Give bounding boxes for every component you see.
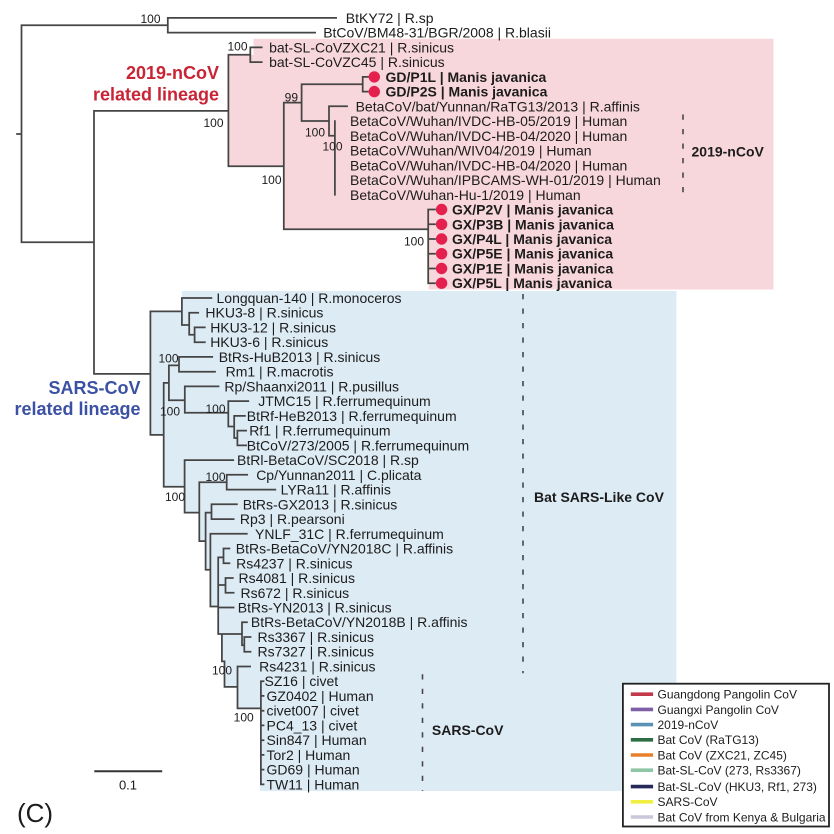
svg-text:BetaCoV/Wuhan/IPBCAMS-WH-01/20: BetaCoV/Wuhan/IPBCAMS-WH-01/2019 | Human [350, 172, 661, 188]
svg-text:BtCoV/BM48-31/BGR/2008 | R.bla: BtCoV/BM48-31/BGR/2008 | R.blasii [323, 25, 551, 41]
svg-text:100: 100 [234, 711, 254, 725]
svg-text:bat-SL-CoVZXC21 | R.sinicus: bat-SL-CoVZXC21 | R.sinicus [269, 39, 454, 55]
svg-text:BtKY72 | R.sp: BtKY72 | R.sp [346, 10, 434, 26]
svg-text:Longquan-140 | R.monoceros: Longquan-140 | R.monoceros [217, 290, 402, 306]
svg-text:BtCoV/273/2005 | R.ferrumequin: BtCoV/273/2005 | R.ferrumequinum [247, 437, 469, 453]
svg-text:2019-nCoV: 2019-nCoV [658, 718, 719, 732]
svg-text:Rs672 | R.sinicus: Rs672 | R.sinicus [241, 585, 350, 601]
svg-text:BtRs-YN2013 | R.sinicus: BtRs-YN2013 | R.sinicus [238, 600, 392, 616]
svg-text:PC4_13 | civet: PC4_13 | civet [267, 717, 358, 733]
svg-text:100: 100 [160, 405, 180, 419]
svg-text:related lineage: related lineage [14, 399, 140, 419]
svg-text:civet007 | civet: civet007 | civet [267, 703, 359, 719]
svg-text:related lineage: related lineage [93, 85, 219, 105]
svg-text:Rm1 | R.macrotis: Rm1 | R.macrotis [226, 364, 334, 380]
svg-text:100: 100 [205, 402, 225, 416]
svg-text:100: 100 [322, 140, 342, 154]
svg-text:Guangdong Pangolin CoV: Guangdong Pangolin CoV [658, 688, 797, 702]
svg-text:99: 99 [285, 91, 299, 105]
svg-text:Rp/Shaanxi2011 | R.pusillus: Rp/Shaanxi2011 | R.pusillus [224, 378, 399, 394]
svg-text:100: 100 [305, 126, 325, 140]
svg-text:100: 100 [205, 470, 225, 484]
svg-text:100: 100 [158, 352, 178, 366]
svg-text:Bat CoV (ZXC21, ZC45): Bat CoV (ZXC21, ZC45) [658, 748, 787, 762]
svg-text:Bat CoV from Kenya & Bulgaria: Bat CoV from Kenya & Bulgaria [658, 810, 826, 824]
svg-text:YNLF_31C | R.ferrumequinum: YNLF_31C | R.ferrumequinum [255, 526, 444, 542]
svg-text:BetaCoV/Wuhan/IVDC-HB-04/2020: BetaCoV/Wuhan/IVDC-HB-04/2020 | Human [350, 128, 627, 144]
svg-text:BtRs-HuB2013 | R.sinicus: BtRs-HuB2013 | R.sinicus [219, 349, 381, 365]
svg-text:GZ0402 | Human: GZ0402 | Human [267, 688, 374, 704]
svg-text:GX/P4L | Manis javanica: GX/P4L | Manis javanica [452, 231, 612, 247]
svg-text:SZ16 | civet: SZ16 | civet [265, 673, 339, 689]
svg-text:Rs4231 | R.sinicus: Rs4231 | R.sinicus [259, 659, 375, 675]
svg-text:Bat CoV (RaTG13): Bat CoV (RaTG13) [658, 733, 759, 747]
svg-text:Bat-SL-CoV (HKU3, Rf1, 273): Bat-SL-CoV (HKU3, Rf1, 273) [658, 780, 817, 794]
svg-text:Rf1 | R.ferrumequinum: Rf1 | R.ferrumequinum [249, 423, 390, 439]
svg-text:BetaCoV/Wuhan/IVDC-HB-05/2019: BetaCoV/Wuhan/IVDC-HB-05/2019 | Human [350, 113, 627, 129]
svg-text:TW11 | Human: TW11 | Human [267, 776, 360, 792]
svg-text:GX/P2V | Manis javanica: GX/P2V | Manis javanica [452, 202, 613, 218]
svg-text:Tor2 | Human: Tor2 | Human [267, 747, 351, 763]
svg-text:100: 100 [261, 173, 281, 187]
svg-text:GX/P3B | Manis javanica: GX/P3B | Manis javanica [452, 216, 614, 232]
svg-text:GD69 | Human: GD69 | Human [267, 762, 360, 778]
svg-text:100: 100 [203, 116, 223, 130]
svg-text:JTMC15 | R.ferrumequinum: JTMC15 | R.ferrumequinum [258, 393, 430, 409]
svg-text:100: 100 [165, 490, 185, 504]
svg-text:bat-SL-CoVZC45 | R.sinicus: bat-SL-CoVZC45 | R.sinicus [269, 54, 445, 70]
svg-text:100: 100 [227, 40, 247, 54]
svg-text:100: 100 [404, 235, 424, 249]
svg-text:BetaCoV/Wuhan/IVDC-HB-04/2020: BetaCoV/Wuhan/IVDC-HB-04/2020 | Human [350, 157, 627, 173]
svg-text:BtRs-BetaCoV/YN2018B | R.affin: BtRs-BetaCoV/YN2018B | R.affinis [251, 614, 468, 630]
svg-text:Cp/Yunnan2011 | C.plicata: Cp/Yunnan2011 | C.plicata [256, 467, 421, 483]
svg-text:HKU3-8 | R.sinicus: HKU3-8 | R.sinicus [205, 305, 323, 321]
svg-text:100: 100 [212, 664, 232, 678]
svg-text:SARS-CoV: SARS-CoV [658, 795, 718, 809]
svg-text:Rs3367 | R.sinicus: Rs3367 | R.sinicus [258, 629, 374, 645]
svg-text:Bat-SL-CoV (273, Rs3367): Bat-SL-CoV (273, Rs3367) [658, 764, 801, 778]
svg-text:(C): (C) [17, 798, 53, 828]
svg-text:BetaCoV/bat/Yunnan/RaTG13/2013: BetaCoV/bat/Yunnan/RaTG13/2013 | R.affin… [356, 98, 640, 114]
svg-text:Rs4237 | R.sinicus: Rs4237 | R.sinicus [236, 555, 352, 571]
svg-text:SARS-CoV: SARS-CoV [432, 722, 504, 738]
svg-text:HKU3-12 | R.sinicus: HKU3-12 | R.sinicus [210, 319, 336, 335]
svg-text:Guangxi Pangolin CoV: Guangxi Pangolin CoV [658, 703, 779, 717]
svg-text:BtRf-HeB2013 | R.ferrumequinum: BtRf-HeB2013 | R.ferrumequinum [247, 408, 457, 424]
svg-text:Rp3 | R.pearsoni: Rp3 | R.pearsoni [240, 511, 345, 527]
svg-text:GX/P5L | Manis javanica: GX/P5L | Manis javanica [452, 275, 612, 291]
svg-text:HKU3-6 | R.sinicus: HKU3-6 | R.sinicus [210, 334, 328, 350]
svg-text:BtRs-GX2013 | R.sinicus: BtRs-GX2013 | R.sinicus [243, 496, 398, 512]
svg-text:BetaCoV/Wuhan/WIV04/2019 | Hum: BetaCoV/Wuhan/WIV04/2019 | Human [350, 143, 592, 159]
svg-text:GD/P1L | Manis javanica: GD/P1L | Manis javanica [386, 69, 547, 85]
svg-text:0.1: 0.1 [119, 778, 137, 793]
svg-text:Bat SARS-Like CoV: Bat SARS-Like CoV [534, 489, 665, 505]
svg-text:100: 100 [140, 12, 160, 26]
svg-text:BtRs-BetaCoV/YN2018C | R.affin: BtRs-BetaCoV/YN2018C | R.affinis [236, 541, 453, 557]
svg-text:GX/P1E | Manis javanica: GX/P1E | Manis javanica [452, 261, 613, 277]
svg-text:GD/P2S | Manis javanica: GD/P2S | Manis javanica [386, 84, 548, 100]
svg-text:Rs7327 | R.sinicus: Rs7327 | R.sinicus [258, 644, 374, 660]
svg-text:BtRl-BetaCoV/SC2018 | R.sp: BtRl-BetaCoV/SC2018 | R.sp [237, 452, 419, 468]
svg-text:Rs4081 | R.sinicus: Rs4081 | R.sinicus [239, 570, 355, 586]
svg-text:LYRa11 | R.affinis: LYRa11 | R.affinis [281, 482, 391, 498]
svg-text:SARS-CoV: SARS-CoV [48, 378, 140, 398]
svg-text:2019-nCoV: 2019-nCoV [692, 144, 765, 160]
svg-text:Sin847 | Human: Sin847 | Human [267, 732, 367, 748]
svg-text:GX/P5E | Manis javanica: GX/P5E | Manis javanica [452, 246, 613, 262]
svg-text:BetaCoV/Wuhan-Hu-1/2019 | Huma: BetaCoV/Wuhan-Hu-1/2019 | Human [350, 187, 581, 203]
svg-text:2019-nCoV: 2019-nCoV [126, 63, 219, 83]
